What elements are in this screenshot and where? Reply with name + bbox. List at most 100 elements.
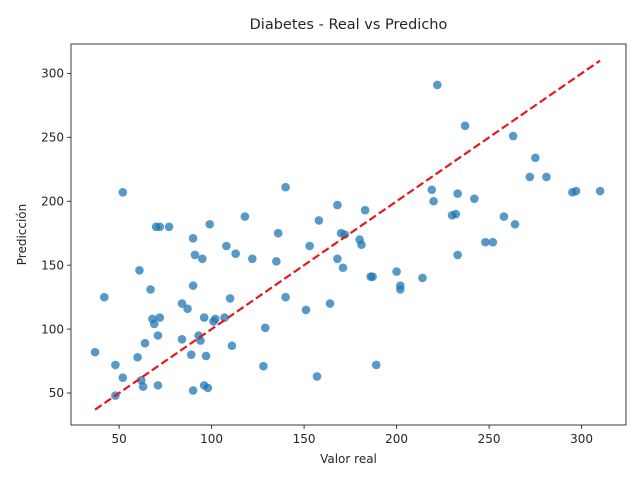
data-point <box>205 219 215 229</box>
y-tick-label: 250 <box>41 131 64 145</box>
data-point <box>301 305 311 315</box>
data-point <box>368 272 377 281</box>
data-point <box>595 186 605 196</box>
data-point <box>190 250 200 260</box>
plot-frame <box>70 43 627 426</box>
data-point <box>460 121 470 131</box>
data-point <box>183 304 192 313</box>
data-point <box>357 240 366 250</box>
data-point <box>499 212 509 221</box>
x-axis-label: Valor real <box>320 452 377 466</box>
y-tick-label: 100 <box>41 322 64 336</box>
data-point <box>312 372 322 381</box>
data-point <box>188 234 198 243</box>
data-point <box>260 323 270 333</box>
y-tick-label: 150 <box>41 258 64 272</box>
data-point <box>118 188 128 197</box>
data-point <box>281 182 290 192</box>
data-point <box>177 299 187 308</box>
reference-line-layer <box>94 59 601 411</box>
y-axis-ticks: 50 100 150 200 250 300 <box>41 67 71 400</box>
data-point <box>371 360 381 370</box>
data-point <box>259 361 268 371</box>
data-point <box>418 273 427 283</box>
data-point <box>333 200 342 210</box>
data-point <box>149 319 159 329</box>
data-point <box>90 347 100 357</box>
y-tick-label: 50 <box>49 386 64 400</box>
data-point <box>453 189 462 198</box>
data-point <box>118 373 128 382</box>
data-point <box>155 222 165 232</box>
data-point <box>396 285 405 294</box>
x-tick-label: 50 <box>111 432 126 446</box>
data-point <box>281 292 290 302</box>
data-point <box>100 292 109 302</box>
points-layer <box>90 80 605 400</box>
y-tick-label: 200 <box>41 194 64 208</box>
data-point <box>198 254 207 264</box>
data-point <box>225 294 235 303</box>
data-point <box>164 222 174 232</box>
reference-line <box>94 59 601 411</box>
data-point <box>196 336 205 345</box>
data-point <box>248 254 257 264</box>
x-tick-label: 300 <box>570 432 593 446</box>
data-point <box>542 172 551 182</box>
chart-title: Diabetes - Real vs Predicho <box>250 17 448 33</box>
data-point <box>133 352 142 362</box>
data-point <box>333 254 342 264</box>
data-point <box>433 80 442 90</box>
data-point <box>201 351 211 361</box>
data-point <box>177 335 187 344</box>
data-point <box>199 313 209 322</box>
data-point <box>211 314 220 324</box>
data-point <box>186 350 196 359</box>
data-point <box>111 360 120 370</box>
data-point <box>273 228 283 238</box>
data-point <box>488 237 498 247</box>
data-point <box>429 196 438 206</box>
data-point <box>510 219 520 229</box>
data-point <box>360 205 370 215</box>
data-point <box>272 257 281 266</box>
data-point <box>153 331 163 340</box>
y-tick-label: 300 <box>41 67 64 81</box>
data-point <box>508 131 518 141</box>
data-point <box>338 263 348 273</box>
data-point <box>220 313 229 322</box>
data-point <box>227 341 237 351</box>
data-point <box>135 266 144 275</box>
data-point <box>231 249 240 258</box>
x-tick-label: 250 <box>478 432 501 446</box>
y-axis-label: Predicción <box>15 204 29 266</box>
data-point <box>525 172 535 182</box>
x-tick-label: 200 <box>385 432 408 446</box>
data-point <box>470 194 479 203</box>
data-point <box>531 153 540 163</box>
data-point <box>188 281 198 290</box>
data-point <box>188 386 198 395</box>
data-point <box>240 212 250 221</box>
data-point <box>314 216 324 225</box>
data-point <box>325 299 335 308</box>
data-point <box>138 382 148 391</box>
data-point <box>453 250 462 260</box>
data-point <box>305 241 314 251</box>
x-axis-ticks: 50 100 150 200 250 300 <box>111 425 593 446</box>
x-tick-label: 150 <box>293 432 316 446</box>
data-point <box>222 241 231 251</box>
data-point <box>155 313 165 322</box>
x-tick-label: 100 <box>200 432 223 446</box>
data-point <box>451 209 461 219</box>
data-point <box>153 381 163 390</box>
data-point <box>481 237 490 247</box>
data-point <box>571 186 581 196</box>
data-point <box>392 267 401 276</box>
data-point <box>146 285 155 294</box>
data-point <box>427 185 437 195</box>
data-point <box>140 338 150 348</box>
data-point <box>203 383 213 393</box>
